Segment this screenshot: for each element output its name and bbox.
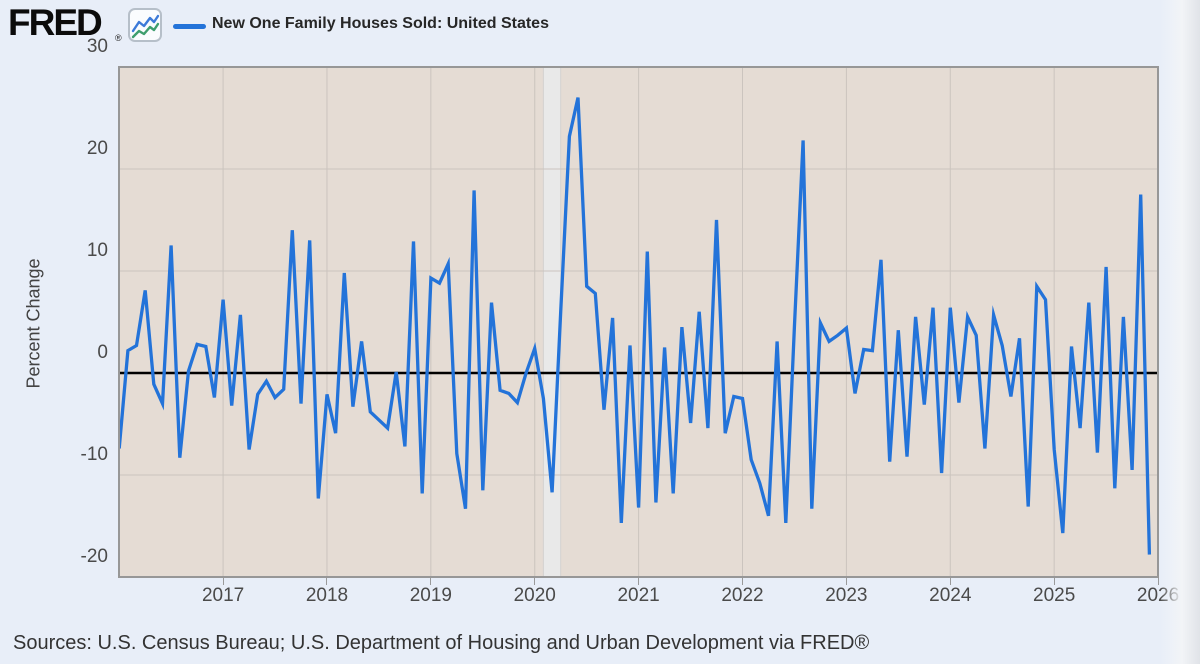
x-tick-label: 2018 xyxy=(305,585,349,606)
y-tick-label: 20 xyxy=(86,138,108,159)
x-tick-label: 2017 xyxy=(201,585,245,606)
recession-band xyxy=(543,66,561,578)
y-tick-label: 10 xyxy=(86,240,108,261)
plot-area xyxy=(117,66,1159,578)
x-tick-mark xyxy=(1053,578,1055,585)
x-tick-label: 2025 xyxy=(1033,585,1076,606)
x-tick-mark xyxy=(638,578,640,585)
y-axis-title: Percent Change xyxy=(23,258,44,389)
x-tick-mark xyxy=(742,578,743,585)
y-tick-label: 30 xyxy=(86,36,108,57)
x-tick-mark xyxy=(326,578,328,585)
fred-sparkline-icon xyxy=(128,8,162,42)
x-tick-label: 2020 xyxy=(513,585,556,606)
x-tick-label: 2021 xyxy=(617,585,660,606)
plot-border xyxy=(118,66,1159,578)
y-tick-label: -20 xyxy=(80,546,108,567)
legend-line-swatch xyxy=(173,24,206,29)
x-tick-mark xyxy=(430,578,432,585)
x-tick-mark xyxy=(949,578,951,585)
y-tick-label: -10 xyxy=(80,444,108,465)
x-tick-mark xyxy=(534,578,536,585)
x-tick-mark xyxy=(222,578,224,585)
x-tick-mark xyxy=(1157,578,1159,585)
y-tick-label: 0 xyxy=(97,342,108,363)
data-line xyxy=(117,97,1152,555)
x-tick-mark xyxy=(845,578,847,585)
x-tick-label: 2019 xyxy=(409,585,452,606)
x-tick-label: 2022 xyxy=(721,585,764,606)
x-tick-label: 2023 xyxy=(825,585,868,606)
x-tick-label: 2026 xyxy=(1136,585,1180,606)
x-tick-label: 2024 xyxy=(929,585,972,606)
right-edge-fade xyxy=(1160,0,1200,664)
legend-series-label: New One Family Houses Sold: United State… xyxy=(212,15,549,32)
registered-trademark: ® xyxy=(115,33,122,43)
chart-canvas xyxy=(117,66,1159,578)
sources-text: Sources: U.S. Census Bureau; U.S. Depart… xyxy=(13,632,870,654)
fred-logo[interactable]: FRED xyxy=(8,2,103,43)
sparkline-glyph xyxy=(131,14,160,39)
